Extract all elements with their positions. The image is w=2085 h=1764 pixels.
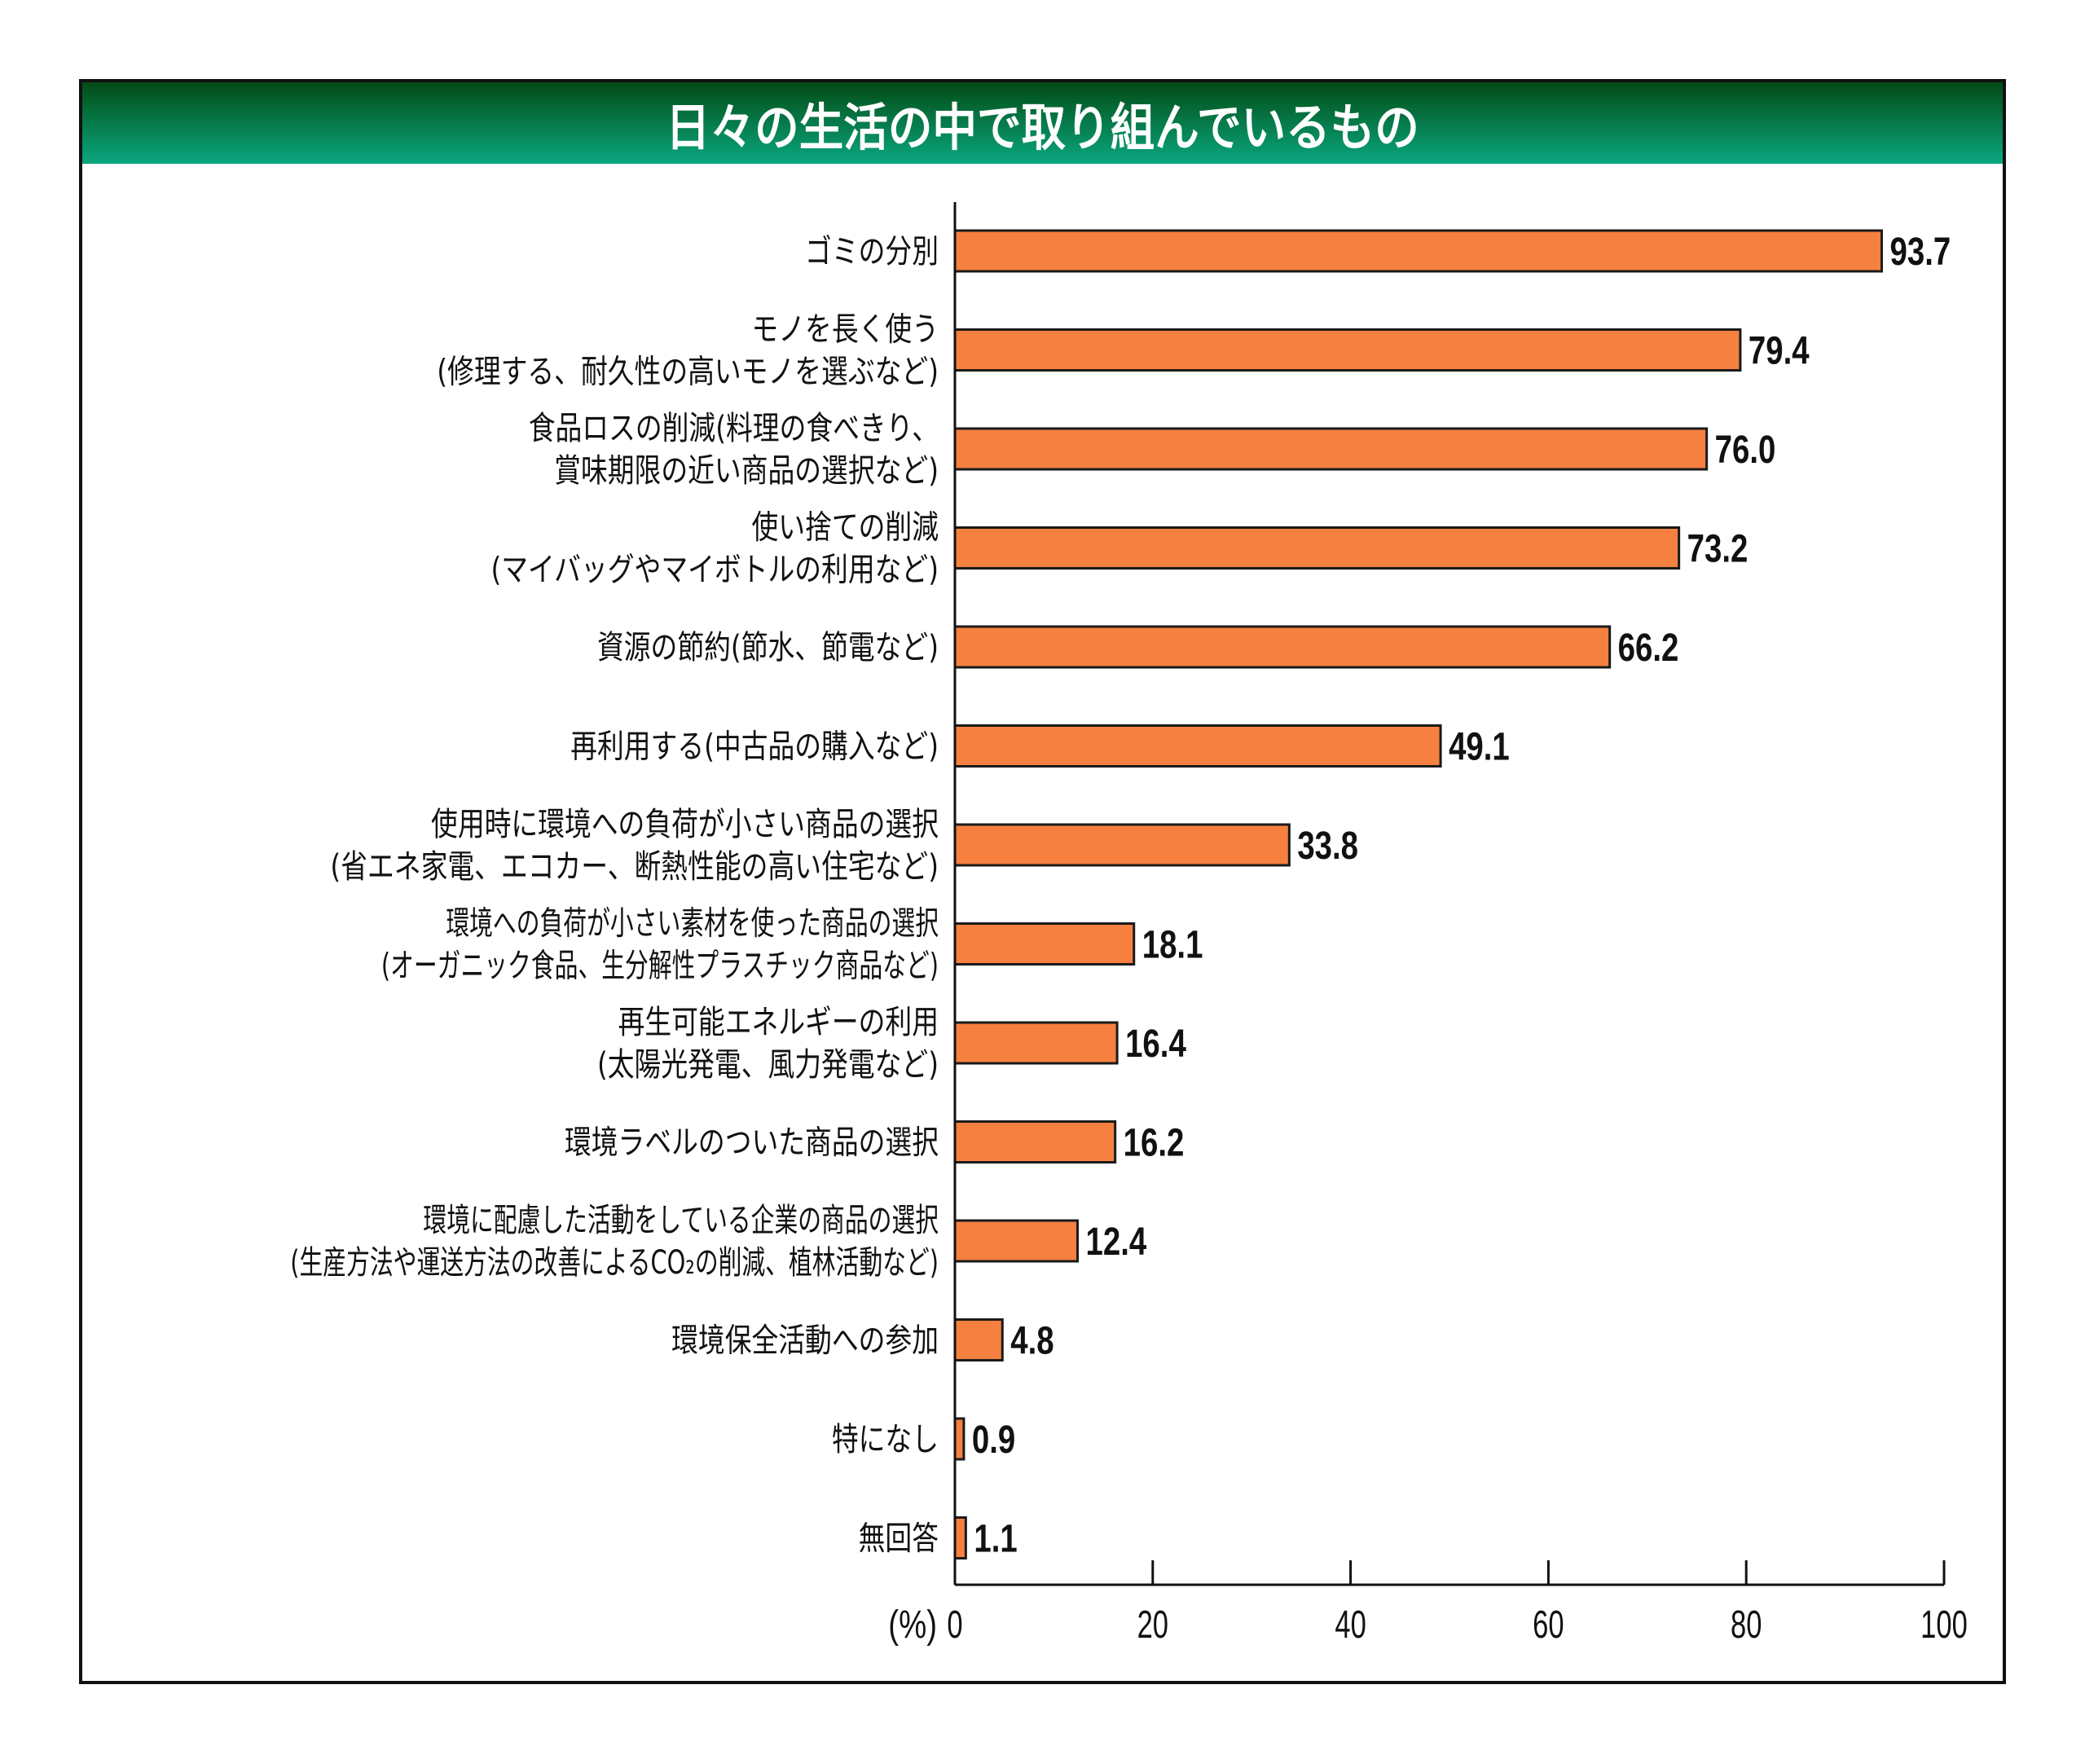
category-label: 環境への負荷が小さい素材を使った商品の選択 <box>446 905 939 943</box>
bar <box>953 1120 1117 1164</box>
value-label: 0.9 <box>972 1419 1015 1462</box>
category-label: (修理する、耐久性の高いモノを選ぶなど) <box>437 352 939 390</box>
bar <box>953 1318 1004 1361</box>
unit-label: (%) <box>888 1603 937 1647</box>
bar <box>953 823 1291 867</box>
category-label: ゴミの分別 <box>805 232 939 271</box>
bar <box>953 724 1442 768</box>
bar <box>953 1219 1080 1263</box>
value-label: 76.0 <box>1715 429 1776 472</box>
x-axis: 0 20 40 60 80 100 (%) <box>888 202 1968 1647</box>
x-tick-label: 40 <box>1335 1602 1366 1646</box>
title-banner: 日々の生活の中で取り組んでいるもの <box>82 82 2003 164</box>
category-label: モノを長く使う <box>751 310 939 348</box>
category-label: 賞味期限の近い商品の選択など) <box>554 451 939 490</box>
bar <box>953 1417 966 1461</box>
value-label: 66.2 <box>1618 627 1679 670</box>
x-tick-label: 20 <box>1137 1602 1168 1646</box>
value-label: 79.4 <box>1748 330 1810 373</box>
value-label: 73.2 <box>1687 528 1748 571</box>
value-label: 33.8 <box>1297 825 1358 868</box>
category-label: 環境ラベルのついた商品の選択 <box>565 1123 939 1161</box>
category-label: (太陽光発電、風力発電など) <box>597 1045 939 1084</box>
category-label: (オーガニック食品、生分解性プラスチック商品など) <box>381 948 939 985</box>
bar <box>953 229 1884 273</box>
bar <box>953 625 1612 669</box>
value-label: 16.4 <box>1125 1023 1186 1066</box>
category-label: 環境保全活動への参加 <box>671 1321 939 1359</box>
category-label: 特になし <box>832 1420 939 1458</box>
category-label: (マイバッグやマイボトルの利用など) <box>490 550 939 588</box>
category-label: 再利用する(中古品の購入など) <box>570 727 939 765</box>
x-tick-label: 80 <box>1731 1602 1762 1646</box>
value-label: 1.1 <box>974 1518 1017 1561</box>
category-label: 使い捨ての削減 <box>751 508 939 546</box>
value-label: 12.4 <box>1086 1221 1147 1264</box>
bar <box>953 1021 1119 1065</box>
category-label: 再生可能エネルギーの利用 <box>618 1003 939 1041</box>
category-label: 使用時に環境への負荷が小さい商品の選択 <box>431 805 939 843</box>
category-label: 食品ロスの削減(料理の食べきり、 <box>529 409 939 447</box>
category-label: 環境に配慮した活動をしている企業の商品の選択 <box>423 1202 939 1239</box>
category-label: (省エネ家電、エコカー、断熱性能の高い住宅など) <box>330 847 939 886</box>
value-labels-group: 93.7 79.4 76.0 73.2 66.2 49.1 33.8 18.1 16.4 16.2… <box>972 231 1951 1561</box>
x-tick-label: 100 <box>1920 1602 1968 1646</box>
value-label: 49.1 <box>1449 726 1510 769</box>
value-label: 16.2 <box>1124 1122 1185 1165</box>
bar <box>953 328 1742 372</box>
chart-title: 日々の生活の中で取り組んでいるもの <box>666 98 1419 157</box>
bar <box>953 526 1681 570</box>
x-tick-label: 0 <box>947 1602 962 1646</box>
bar <box>953 1516 967 1559</box>
bar <box>953 427 1709 471</box>
bar <box>953 922 1136 966</box>
category-label: 資源の節約(節水、節電など) <box>597 628 939 666</box>
value-label: 4.8 <box>1010 1320 1053 1363</box>
x-tick-label: 60 <box>1533 1602 1564 1646</box>
category-label: (生産方法や運送方法の改善によるCO₂の削減、植林活動など) <box>290 1244 939 1282</box>
bars-group <box>953 229 1884 1559</box>
value-label: 93.7 <box>1890 231 1951 274</box>
category-label: 無回答 <box>859 1519 939 1557</box>
value-label: 18.1 <box>1142 924 1203 967</box>
